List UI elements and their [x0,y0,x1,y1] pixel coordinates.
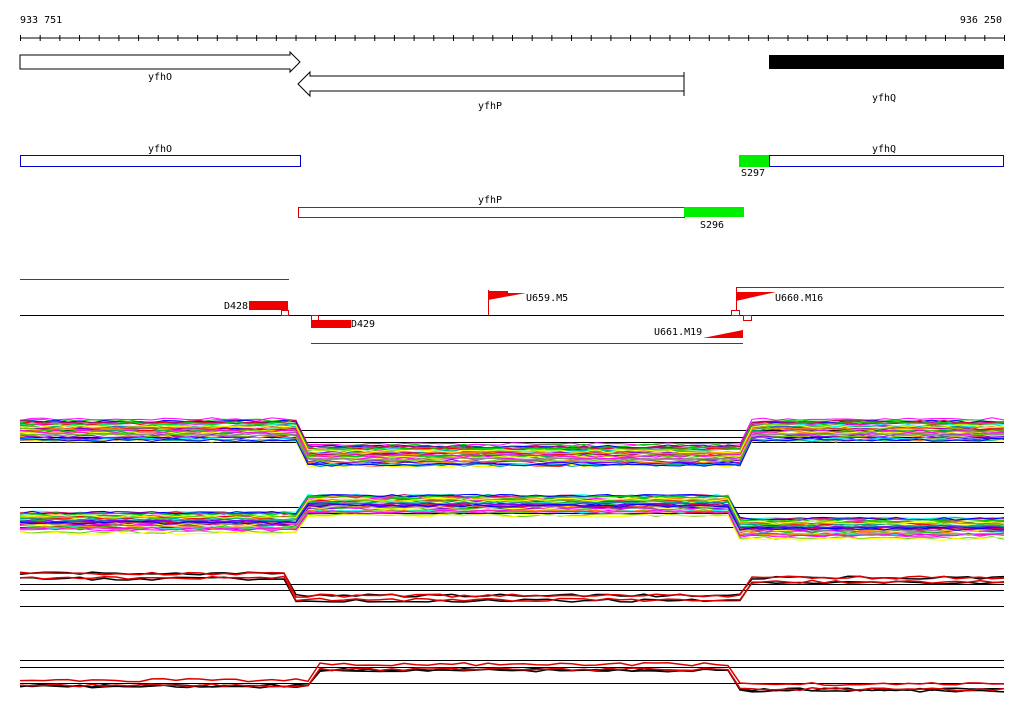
trace [19,513,1005,541]
trace [19,576,1005,603]
gene-label: yfhP [478,101,502,112]
segment-label: S296 [700,220,724,231]
transcript [20,155,301,167]
trace [19,495,1005,522]
trace [19,426,1005,456]
trace [19,497,1005,525]
expression-traces [19,417,1005,693]
trace [19,509,1005,537]
gene-bar [769,55,1004,69]
trace [19,668,1005,693]
segment [739,155,769,167]
trace [19,427,1005,457]
trace [19,421,1005,451]
transcript-label: yfhO [148,144,172,155]
trace [19,501,1005,529]
transcript [298,207,685,218]
trace [19,417,1005,446]
trace [19,430,1005,460]
feature-tick [731,310,740,316]
trace [19,503,1005,531]
ruler-end: 936 250 [960,15,1002,26]
trace [19,424,1005,454]
feature-tick [743,315,752,321]
feature-label: D429 [351,319,375,330]
feature-label: U660.M16 [775,293,823,304]
flag [736,292,776,301]
trace [19,429,1005,458]
transcript [769,155,1004,167]
gene-label: yfhO [148,72,172,83]
feature-block [249,301,288,310]
gene-label: yfhQ [872,93,896,104]
flag [703,330,743,338]
trace [19,508,1005,536]
segment-label: S297 [741,168,765,179]
trace [19,575,1005,603]
feature-label: U659.M5 [526,293,568,304]
feature-label: U661.M19 [654,327,702,338]
flag [488,291,526,300]
feature-label: D428 [224,301,248,312]
trace [19,661,1005,687]
feature-block [311,320,351,328]
ruler-start: 933 751 [20,15,62,26]
segment [684,207,744,217]
trace [19,493,1005,521]
feature-tick [281,310,289,316]
trace [19,667,1005,692]
trace [19,437,1005,467]
transcript-label: yfhP [478,195,502,206]
trace [19,571,1005,598]
trace [19,421,1005,451]
ruler-ticks [20,35,1005,41]
feature-tick [311,315,319,321]
transcript-label: yfhQ [872,144,896,155]
gene-arrow [297,70,685,98]
gene-arrow [19,50,301,74]
trace [19,433,1005,463]
